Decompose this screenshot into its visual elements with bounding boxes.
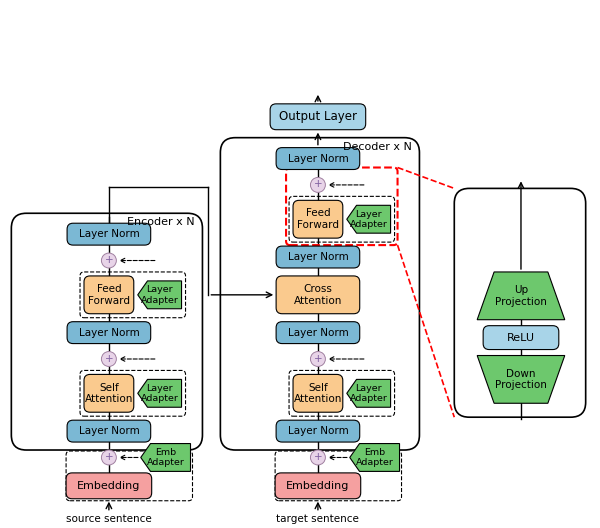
FancyBboxPatch shape — [276, 420, 360, 442]
Text: +: + — [104, 255, 113, 265]
Text: +: + — [314, 354, 322, 363]
Text: +: + — [314, 452, 322, 462]
Text: source sentence: source sentence — [66, 514, 152, 524]
Text: Layer Norm: Layer Norm — [79, 229, 139, 239]
Text: Feed
Forward: Feed Forward — [297, 209, 339, 230]
Text: Layer
Adapter: Layer Adapter — [141, 384, 179, 403]
Text: Emb
Adapter: Emb Adapter — [146, 448, 185, 467]
Text: ReLU: ReLU — [507, 333, 535, 343]
Text: Layer
Adapter: Layer Adapter — [350, 210, 388, 229]
FancyBboxPatch shape — [84, 374, 134, 412]
Text: Self
Attention: Self Attention — [294, 382, 342, 404]
Text: Layer
Adapter: Layer Adapter — [141, 285, 179, 305]
Text: Decoder x N: Decoder x N — [343, 142, 412, 152]
Circle shape — [101, 352, 116, 366]
FancyBboxPatch shape — [276, 322, 360, 344]
FancyBboxPatch shape — [276, 276, 360, 314]
Text: +: + — [314, 180, 322, 190]
Polygon shape — [347, 205, 391, 233]
Polygon shape — [347, 380, 391, 407]
Text: +: + — [104, 354, 113, 363]
Circle shape — [101, 450, 116, 465]
Text: Layer Norm: Layer Norm — [287, 252, 348, 262]
Text: Cross
Attention: Cross Attention — [294, 284, 342, 306]
Text: Output Layer: Output Layer — [279, 110, 357, 123]
FancyBboxPatch shape — [67, 223, 151, 245]
FancyBboxPatch shape — [84, 276, 134, 314]
FancyBboxPatch shape — [483, 326, 559, 350]
Circle shape — [310, 450, 325, 465]
Text: Layer Norm: Layer Norm — [79, 426, 139, 436]
FancyBboxPatch shape — [270, 104, 365, 130]
Text: +: + — [104, 452, 113, 462]
Text: Self
Attention: Self Attention — [85, 382, 133, 404]
Text: Layer Norm: Layer Norm — [287, 426, 348, 436]
Text: Layer
Adapter: Layer Adapter — [350, 384, 388, 403]
FancyBboxPatch shape — [275, 473, 361, 499]
Circle shape — [310, 352, 325, 366]
Text: Layer Norm: Layer Norm — [287, 154, 348, 164]
Polygon shape — [138, 281, 182, 309]
Circle shape — [101, 253, 116, 268]
Polygon shape — [141, 444, 191, 472]
Text: target sentence: target sentence — [277, 514, 359, 524]
FancyBboxPatch shape — [67, 420, 151, 442]
Text: Down
Projection: Down Projection — [495, 369, 547, 390]
Text: Layer Norm: Layer Norm — [79, 328, 139, 337]
Polygon shape — [477, 272, 565, 320]
Text: Layer Norm: Layer Norm — [287, 328, 348, 337]
Text: Feed
Forward: Feed Forward — [88, 284, 130, 306]
Text: Encoder x N: Encoder x N — [127, 217, 194, 227]
Text: Up
Projection: Up Projection — [495, 285, 547, 307]
Polygon shape — [350, 444, 400, 472]
FancyBboxPatch shape — [276, 246, 360, 268]
FancyBboxPatch shape — [66, 473, 152, 499]
FancyBboxPatch shape — [293, 374, 343, 412]
Polygon shape — [477, 355, 565, 403]
Circle shape — [310, 177, 325, 192]
Text: Emb
Adapter: Emb Adapter — [356, 448, 394, 467]
Polygon shape — [138, 380, 182, 407]
Text: Embedding: Embedding — [77, 481, 140, 491]
Text: Embedding: Embedding — [286, 481, 350, 491]
FancyBboxPatch shape — [293, 200, 343, 238]
FancyBboxPatch shape — [276, 148, 360, 169]
FancyBboxPatch shape — [67, 322, 151, 344]
